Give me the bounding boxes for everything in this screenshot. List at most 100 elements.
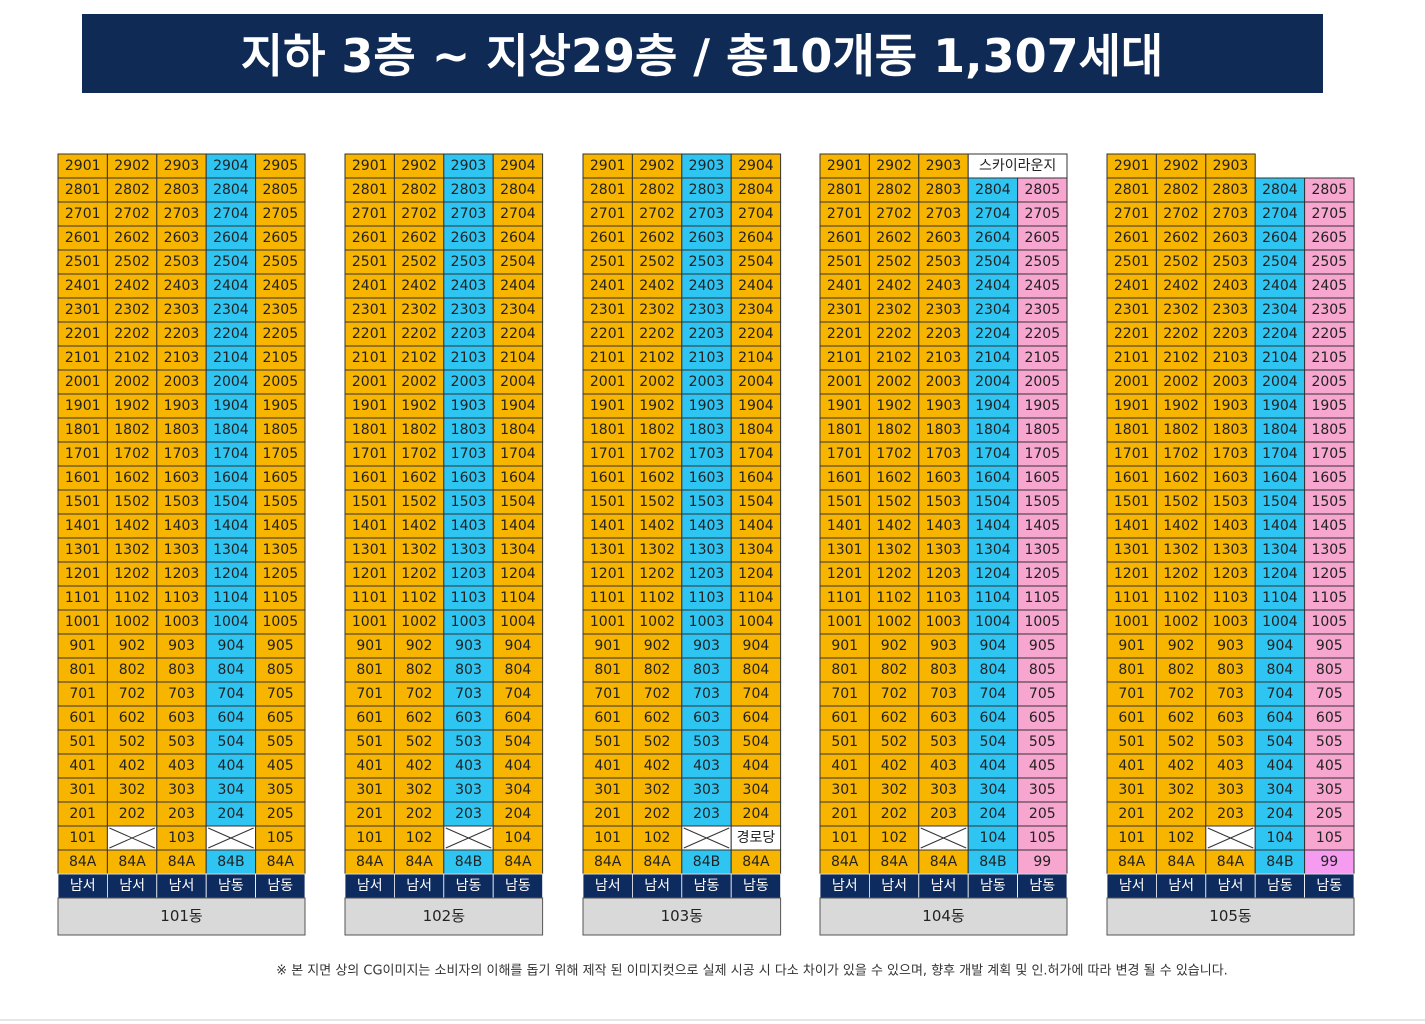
unit-cell <box>492 681 544 707</box>
unit-label: 702 <box>644 686 671 702</box>
unit-cell <box>1205 393 1256 419</box>
unit-label: 2005 <box>262 374 298 390</box>
orientation-cell <box>730 873 782 899</box>
unit-cell <box>631 801 683 827</box>
unit-label: 1002 <box>114 614 150 630</box>
unit-cell <box>819 657 870 683</box>
unit-label: 301 <box>69 782 96 798</box>
unit-cell <box>730 681 782 707</box>
unit-cell <box>1304 297 1355 323</box>
unit-label: 601 <box>69 710 96 726</box>
unit-cell <box>1205 489 1256 515</box>
unit-cell <box>730 489 782 515</box>
unit-label: 203 <box>930 806 957 822</box>
unit-cell <box>1017 297 1068 323</box>
unit-label: 2103 <box>451 350 487 366</box>
unit-cell <box>1155 369 1207 395</box>
unit-label: 1405 <box>1024 518 1060 534</box>
unit-cell <box>344 345 395 371</box>
unit-label: 501 <box>594 734 621 750</box>
unit-label: 1303 <box>451 542 487 558</box>
unit-label: 701 <box>356 686 383 702</box>
unit-label: 1903 <box>451 398 487 414</box>
unit-label: 601 <box>594 710 621 726</box>
unit-cell <box>819 417 870 443</box>
unit-label: 804 <box>218 662 245 678</box>
unit-label: 1502 <box>1163 494 1199 510</box>
unit-label: 1902 <box>639 398 675 414</box>
unit-label: 404 <box>218 758 245 774</box>
unit-cell <box>681 249 732 275</box>
unit-cell <box>918 153 969 179</box>
unit-label: 303 <box>930 782 957 798</box>
unit-label: 1605 <box>1311 470 1347 486</box>
unit-label: 2902 <box>1163 158 1199 174</box>
unit-cell <box>1304 801 1355 827</box>
unit-label: 902 <box>644 638 671 654</box>
unit-cell <box>918 801 969 827</box>
unit-cell <box>1106 297 1157 323</box>
unit-label: 2901 <box>827 158 863 174</box>
unit-label: 702 <box>119 686 146 702</box>
unit-label: 2405 <box>1311 278 1347 294</box>
unit-label: 1603 <box>164 470 200 486</box>
unit-label: 1301 <box>1114 542 1150 558</box>
unit-label: 2101 <box>827 350 863 366</box>
unit-label: 1304 <box>738 542 774 558</box>
unit-cell <box>255 489 306 515</box>
unit-cell <box>1205 513 1256 539</box>
unit-label: 1002 <box>1163 614 1199 630</box>
unit-cell <box>631 465 683 491</box>
unit-label: 2401 <box>590 278 626 294</box>
building-name-box <box>344 897 544 936</box>
unit-label: 403 <box>693 758 720 774</box>
unit-cell <box>918 273 969 299</box>
unit-cell <box>868 345 920 371</box>
unit-cell <box>1017 537 1068 563</box>
unit-cell <box>255 297 306 323</box>
unit-label: 1404 <box>738 518 774 534</box>
unit-label: 1504 <box>975 494 1011 510</box>
unit-cell <box>344 657 395 683</box>
unit-label: 1202 <box>114 566 150 582</box>
unit-cell <box>156 633 207 659</box>
unit-label: 1104 <box>1262 590 1298 606</box>
unit-label: 2202 <box>639 326 675 342</box>
unit-label: 2002 <box>401 374 437 390</box>
unit-label: 2403 <box>689 278 725 294</box>
unit-cell <box>156 585 207 611</box>
unit-cell <box>730 801 782 827</box>
unit-label: 1702 <box>114 446 150 462</box>
unit-cell <box>156 801 207 827</box>
unit-label: 2905 <box>262 158 298 174</box>
unit-label: 2402 <box>1163 278 1199 294</box>
unit-cell <box>255 177 306 203</box>
unit-label: 505 <box>1029 734 1056 750</box>
unit-label: 1402 <box>401 518 437 534</box>
unit-cell <box>819 633 870 659</box>
unit-label: 2802 <box>114 182 150 198</box>
unit-cell <box>918 225 969 251</box>
unit-cell <box>255 801 306 827</box>
unit-cell <box>393 153 445 179</box>
type-label: 84B <box>693 854 720 870</box>
type-cell <box>57 849 108 875</box>
unit-cell <box>1106 681 1157 707</box>
unit-cell <box>443 321 494 347</box>
unit-label: 2604 <box>500 230 536 246</box>
unit-cell <box>344 441 395 467</box>
unit-label: 2404 <box>1262 278 1298 294</box>
unit-label: 1005 <box>1024 614 1060 630</box>
unit-cell <box>57 201 108 227</box>
unit-cell <box>582 537 633 563</box>
unit-cell <box>492 585 544 611</box>
unit-label: 1405 <box>1311 518 1347 534</box>
unit-cell <box>631 753 683 779</box>
unit-label: 2802 <box>1163 182 1199 198</box>
unit-cell <box>730 705 782 731</box>
unit-cell <box>1254 561 1306 587</box>
unit-label: 605 <box>267 710 294 726</box>
unit-label: 1603 <box>1213 470 1249 486</box>
unit-cell <box>1017 729 1068 755</box>
unit-label: 2303 <box>926 302 962 318</box>
